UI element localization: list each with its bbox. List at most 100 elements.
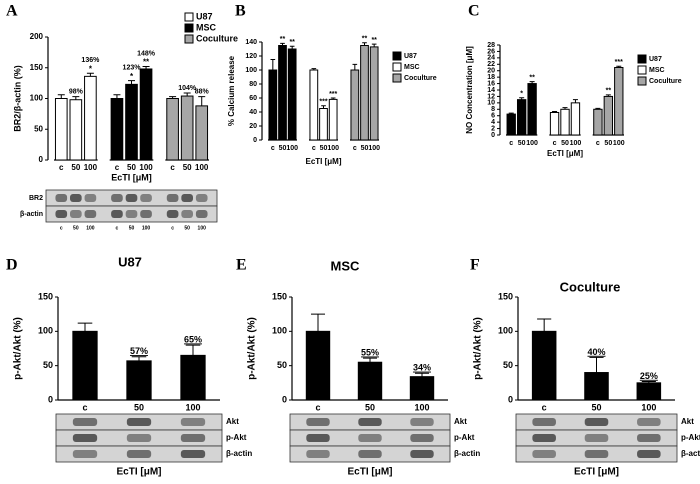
- y-tick-label: 100: [272, 326, 287, 336]
- y-tick-label: 4: [491, 119, 495, 126]
- x-axis-label: EcTI [μM]: [574, 467, 619, 478]
- value-label: 55%: [361, 347, 379, 357]
- bar: [309, 69, 319, 141]
- lane-label: c: [116, 225, 119, 231]
- error-bar: [310, 313, 326, 332]
- blot-row-label: β-actin: [681, 449, 700, 458]
- bar: [506, 113, 516, 136]
- legend-swatch: [392, 73, 402, 83]
- significance: *: [520, 91, 523, 98]
- blot-band: [358, 450, 382, 458]
- y-tick-label: 200: [30, 32, 44, 41]
- blot-band: [584, 418, 609, 426]
- lane-label: 100: [142, 225, 151, 231]
- blot-band: [637, 434, 661, 442]
- blot-band: [84, 194, 97, 202]
- y-tick-label: 0: [48, 394, 53, 404]
- error-bar: [280, 42, 285, 46]
- x-tick-label: c: [271, 145, 275, 152]
- bar: [614, 67, 624, 136]
- bar: [54, 98, 68, 161]
- significance: ***: [329, 91, 337, 98]
- bar: [305, 330, 331, 401]
- y-axis-label: p-Akt/Akt (%): [13, 317, 24, 380]
- error-bar: [371, 43, 377, 47]
- value-label: 123%: [123, 65, 142, 72]
- blot-row-label: β-actin: [20, 211, 43, 218]
- blot-row-label: p-Akt: [681, 433, 700, 442]
- bar: [570, 102, 581, 136]
- x-tick-label: 50: [183, 163, 192, 172]
- significance: *: [130, 72, 134, 81]
- value-label: 148%: [137, 50, 156, 57]
- blot-band: [306, 450, 330, 458]
- bar: [110, 98, 124, 161]
- x-tick-label: c: [115, 163, 120, 172]
- y-tick-label: 26: [487, 48, 495, 55]
- legend-swatch: [637, 76, 647, 86]
- blot-band: [532, 418, 556, 426]
- value-label: 57%: [130, 346, 148, 356]
- bar: [166, 98, 179, 161]
- error-bar: [311, 68, 317, 70]
- blot-band: [358, 418, 382, 426]
- error-bar: [414, 372, 430, 377]
- legend-swatch: [392, 62, 402, 72]
- y-tick-label: 100: [38, 326, 53, 336]
- bar: [278, 45, 287, 141]
- bar: [139, 68, 153, 161]
- blot-row-label: Akt: [454, 417, 467, 426]
- y-tick-label: 24: [487, 55, 495, 62]
- blot-row-label: β-actin: [226, 449, 252, 458]
- y-tick-label: 150: [30, 63, 44, 72]
- error-bar: [352, 63, 358, 70]
- legend-swatch: [184, 34, 194, 44]
- bar: [369, 46, 379, 141]
- x-tick-label: 50: [320, 145, 328, 152]
- x-tick-label: 100: [185, 402, 200, 412]
- significance: *: [89, 64, 93, 73]
- blot-band: [166, 210, 179, 218]
- value-label: 88%: [195, 88, 210, 95]
- legend-swatch: [637, 65, 647, 75]
- bar: [560, 108, 570, 136]
- bar: [636, 382, 662, 401]
- legend-swatch: [184, 23, 194, 33]
- legend-label: MSC: [404, 64, 420, 71]
- legend-label: Coculture: [649, 78, 682, 85]
- error-bar: [289, 45, 295, 49]
- y-tick-label: 14: [487, 87, 495, 94]
- blot-band: [84, 210, 97, 218]
- x-tick-label: 100: [414, 402, 429, 412]
- blot-band: [358, 434, 382, 442]
- error-bar: [572, 99, 578, 103]
- error-bar: [86, 72, 94, 77]
- error-bar: [185, 344, 201, 356]
- value-label: 34%: [413, 363, 431, 373]
- x-tick-label: 50: [71, 163, 80, 172]
- significance: **: [362, 36, 368, 43]
- x-tick-label: c: [353, 145, 357, 152]
- blot-row-label: β-actin: [454, 449, 480, 458]
- blot-row-label: Akt: [226, 417, 239, 426]
- legend-swatch: [392, 51, 402, 61]
- y-tick-label: 120: [245, 53, 257, 60]
- y-tick-label: 28: [487, 42, 495, 49]
- significance: **: [529, 74, 535, 81]
- legend-label: U87: [196, 11, 213, 21]
- error-bar: [321, 105, 326, 109]
- y-tick-label: 150: [272, 291, 287, 301]
- x-tick-label: 100: [641, 402, 656, 412]
- significance: ***: [319, 99, 327, 106]
- bar: [603, 95, 614, 136]
- value-label: 25%: [640, 371, 658, 381]
- y-tick-label: 150: [498, 291, 513, 301]
- error-bar: [537, 318, 552, 332]
- y-tick-label: 140: [245, 39, 257, 46]
- error-bar: [362, 42, 367, 46]
- error-bar: [142, 66, 150, 69]
- x-tick-label: c: [315, 402, 320, 412]
- blot-band: [181, 194, 193, 202]
- blot-band: [70, 210, 82, 218]
